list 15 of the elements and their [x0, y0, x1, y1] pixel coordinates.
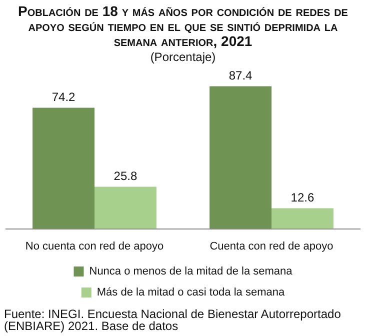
source-note: Fuente: INEGI. Encuesta Nacional de Bienestar Autorreportado (ENBIARE) 2021. Base de datos	[4, 307, 342, 333]
bar	[32, 108, 94, 229]
data-label: 87.4	[228, 68, 253, 83]
bar	[272, 208, 334, 229]
chart-subtitle: (Porcentaje)	[149, 50, 217, 64]
legend-label: Nunca o menos de la mitad de la semana	[89, 266, 294, 278]
bar	[210, 86, 272, 229]
data-label: 12.6	[290, 190, 314, 205]
legend-label: Más de la mitad o casi toda la semana	[96, 286, 286, 299]
data-label: 25.8	[114, 169, 138, 184]
bar	[94, 186, 156, 229]
x-tick-label: Cuenta con red de apoyo	[210, 240, 334, 252]
data-label: 74.2	[52, 90, 76, 104]
x-tick-label: No cuenta con red de apoyo	[25, 240, 164, 252]
chart-title: Población de 18 y más años por condición de redes de apoyo según tiempo en el que se sintió deprimida la semana anterior, 2021	[17, 3, 349, 49]
